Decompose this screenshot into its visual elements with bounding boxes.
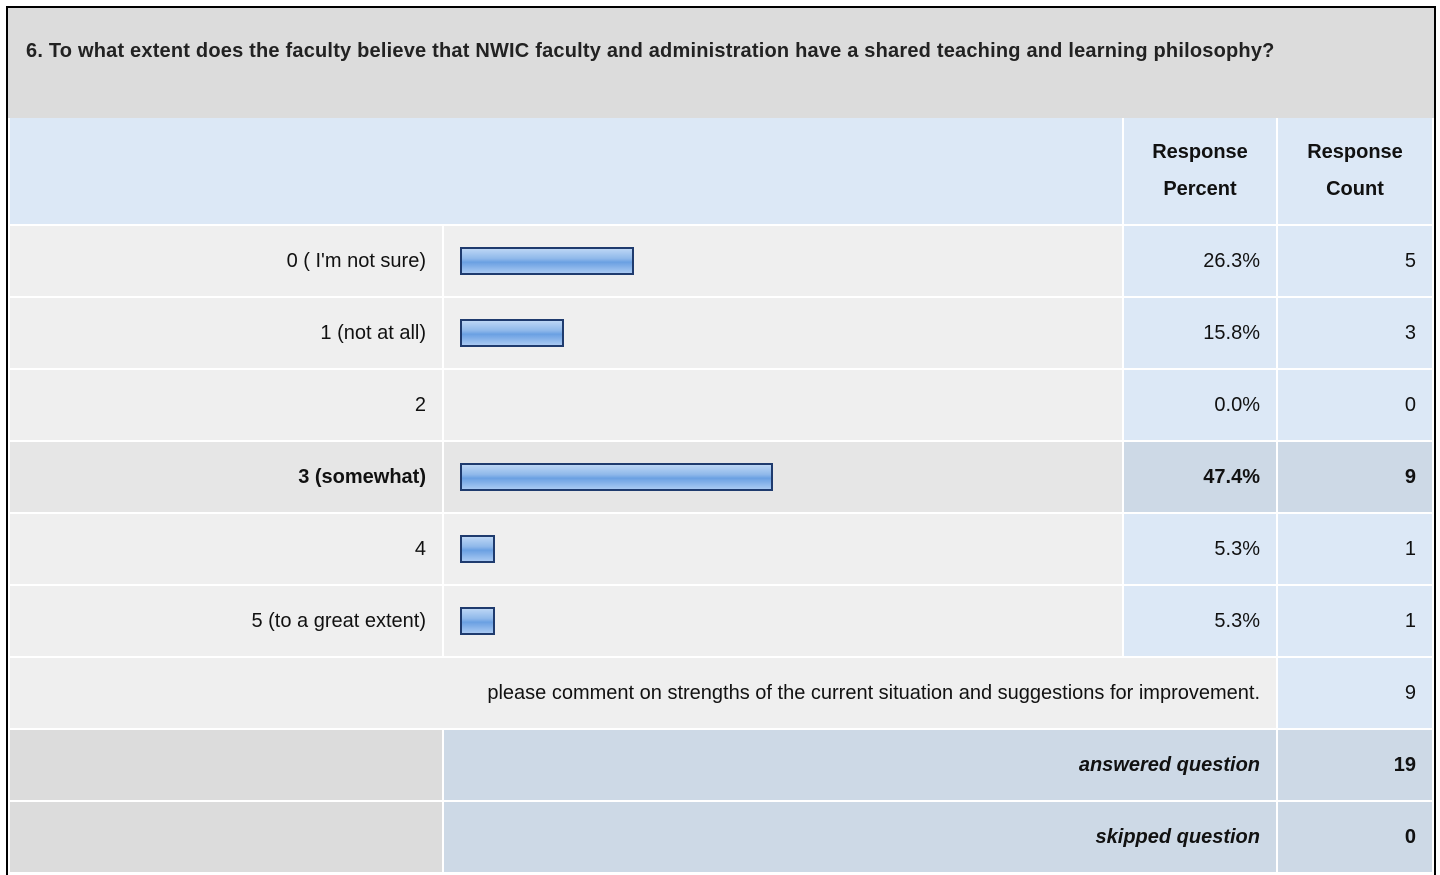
answer-row: 3 (somewhat) 47.4% 9 — [10, 442, 1432, 512]
response-count: 9 — [1278, 442, 1432, 512]
blank-cell — [10, 802, 442, 872]
answer-row: 5 (to a great extent) 5.3% 1 — [10, 586, 1432, 656]
response-count: 5 — [1278, 226, 1432, 296]
results-table: Response Percent Response Count 0 ( I'm … — [8, 116, 1434, 874]
bar — [460, 535, 495, 563]
answer-label: 0 ( I'm not sure) — [10, 226, 442, 296]
comment-text: please comment on strengths of the curre… — [10, 658, 1276, 728]
answer-row: 4 5.3% 1 — [10, 514, 1432, 584]
skipped-row: skipped question 0 — [10, 802, 1432, 872]
answer-label: 1 (not at all) — [10, 298, 442, 368]
survey-question: 6. To what extent does the faculty belie… — [6, 6, 1436, 875]
bar-cell — [444, 226, 1122, 296]
bar — [460, 463, 773, 491]
response-percent: 5.3% — [1124, 586, 1276, 656]
question-title: 6. To what extent does the faculty belie… — [8, 8, 1434, 118]
skipped-count: 0 — [1278, 802, 1432, 872]
response-percent: 15.8% — [1124, 298, 1276, 368]
bar-cell — [444, 586, 1122, 656]
response-count: 1 — [1278, 586, 1432, 656]
answer-label: 3 (somewhat) — [10, 442, 442, 512]
response-percent: 5.3% — [1124, 514, 1276, 584]
response-percent: 26.3% — [1124, 226, 1276, 296]
bar-cell — [444, 298, 1122, 368]
answer-row: 1 (not at all) 15.8% 3 — [10, 298, 1432, 368]
response-percent: 0.0% — [1124, 370, 1276, 440]
response-count: 3 — [1278, 298, 1432, 368]
response-count: 0 — [1278, 370, 1432, 440]
header-count: Response Count — [1278, 118, 1432, 224]
answer-row: 0 ( I'm not sure) 26.3% 5 — [10, 226, 1432, 296]
header-percent: Response Percent — [1124, 118, 1276, 224]
skipped-label: skipped question — [444, 802, 1276, 872]
answered-count: 19 — [1278, 730, 1432, 800]
bar — [460, 319, 565, 347]
answered-row: answered question 19 — [10, 730, 1432, 800]
header-row: Response Percent Response Count — [10, 118, 1432, 224]
answer-label: 4 — [10, 514, 442, 584]
blank-cell — [10, 730, 442, 800]
answer-label: 2 — [10, 370, 442, 440]
bar-cell — [444, 442, 1122, 512]
bar — [460, 247, 634, 275]
comment-row: please comment on strengths of the curre… — [10, 658, 1432, 728]
answer-row: 2 0.0% 0 — [10, 370, 1432, 440]
comment-count: 9 — [1278, 658, 1432, 728]
bar — [460, 607, 495, 635]
answered-label: answered question — [444, 730, 1276, 800]
response-percent: 47.4% — [1124, 442, 1276, 512]
bar-cell — [444, 370, 1122, 440]
bar-cell — [444, 514, 1122, 584]
response-count: 1 — [1278, 514, 1432, 584]
answer-label: 5 (to a great extent) — [10, 586, 442, 656]
header-blank — [10, 118, 1122, 224]
